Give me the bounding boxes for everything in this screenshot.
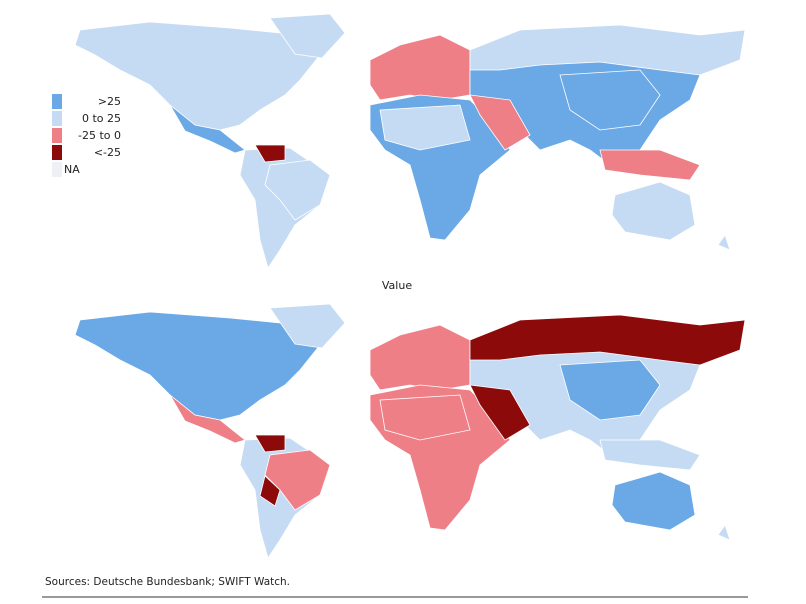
legend-swatch — [52, 145, 62, 160]
legend-swatch — [52, 128, 62, 143]
region — [369, 34, 471, 101]
legend-swatch — [52, 94, 62, 109]
source: Sources: Deutsche Bundesbank; SWIFT Watc… — [45, 576, 290, 588]
legend-label: -25 to 0 — [78, 129, 121, 142]
legend-label: 0 to 25 — [82, 112, 121, 125]
region — [611, 471, 696, 531]
map-title: Value — [382, 279, 412, 292]
legend-label: NA — [64, 163, 80, 176]
map-bottom — [74, 303, 746, 559]
region — [599, 439, 701, 471]
region — [611, 181, 696, 241]
region — [599, 149, 701, 181]
legend: >25 0 to 25 -25 to 0 <-25 NA — [52, 94, 121, 177]
region — [717, 524, 731, 541]
legend-label: >25 — [98, 95, 121, 108]
map-top — [74, 13, 746, 269]
legend-swatch — [52, 111, 62, 126]
region — [717, 234, 731, 251]
region — [369, 324, 471, 391]
legend-swatch — [52, 162, 62, 177]
region — [74, 311, 321, 421]
legend-label: <-25 — [94, 146, 121, 159]
